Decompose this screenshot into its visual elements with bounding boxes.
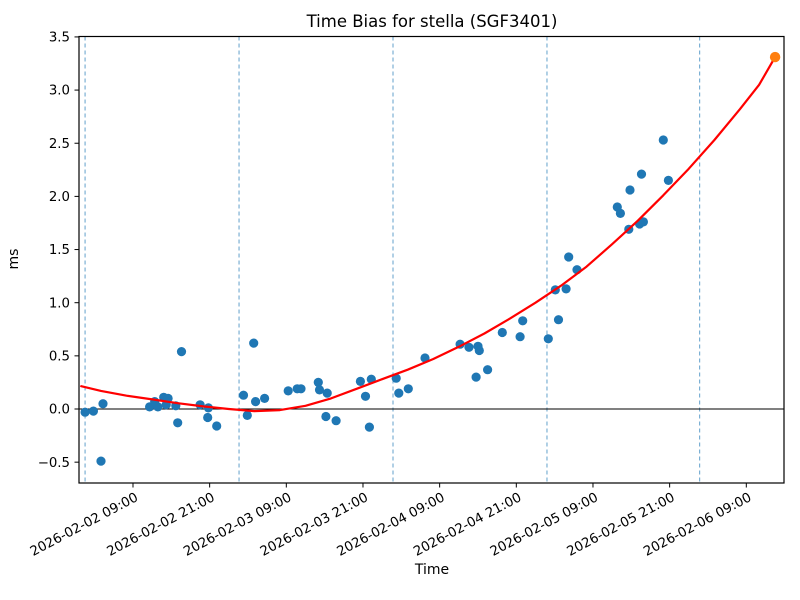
- scatter-point: [322, 388, 332, 398]
- scatter-point: [321, 411, 331, 422]
- scatter-point: [553, 315, 564, 325]
- scatter-point: [638, 217, 649, 227]
- y-tick-label: 1.0: [49, 296, 70, 311]
- scatter-point: [615, 208, 626, 218]
- scatter-point: [283, 386, 293, 396]
- scatter-point: [663, 175, 674, 185]
- scatter-point: [474, 345, 484, 356]
- scatter-point: [296, 384, 306, 394]
- scatter-point: [314, 385, 325, 395]
- scatter-point: [98, 399, 108, 409]
- scatter-point: [313, 377, 323, 387]
- scatter-point: [464, 342, 474, 352]
- scatter-point: [212, 421, 222, 431]
- axes-frame: [78, 35, 785, 484]
- scatter-point: [360, 391, 371, 401]
- scatter-point: [515, 332, 525, 342]
- scatter-point: [173, 418, 183, 428]
- scatter-point: [420, 353, 430, 363]
- y-tick-label: 3.0: [49, 84, 70, 99]
- extrapolated-point: [769, 51, 781, 63]
- y-axis-label: ms: [6, 248, 22, 270]
- scatter-point: [636, 169, 647, 179]
- scatter-point: [394, 388, 404, 398]
- scatter-point: [355, 376, 365, 386]
- scatter-point: [364, 422, 374, 432]
- scatter-point: [403, 384, 413, 394]
- y-tick-label: 3.5: [49, 31, 70, 46]
- scatter-point: [483, 365, 493, 375]
- scatter-point: [518, 316, 528, 326]
- y-tick-label: 0.0: [49, 403, 70, 418]
- y-tick-label: 1.5: [49, 243, 70, 258]
- scatter-point: [543, 334, 553, 344]
- chart-title: Time Bias for stella (SGF3401): [306, 12, 558, 31]
- scatter-point: [238, 390, 249, 400]
- scatter-point: [88, 406, 98, 416]
- fit-line: [80, 55, 777, 413]
- scatter-point: [497, 327, 507, 338]
- scatter-point: [564, 252, 574, 262]
- scatter-point: [658, 135, 668, 145]
- scatter-point: [176, 347, 187, 357]
- scatter-point: [96, 456, 106, 466]
- scatter-point: [153, 402, 163, 412]
- scatter-point: [80, 407, 90, 417]
- scatter-point: [251, 397, 261, 407]
- y-tick-label: 0.5: [49, 349, 70, 364]
- scatter-point: [249, 338, 259, 348]
- x-axis-label: Time: [414, 562, 450, 578]
- scatter-point: [331, 416, 341, 426]
- y-tick-label: −0.5: [38, 456, 70, 471]
- y-tick-label: 2.5: [49, 137, 70, 152]
- scatter-point: [203, 412, 213, 423]
- scatter-point: [471, 372, 481, 382]
- scatter-point: [625, 185, 635, 195]
- y-tick-label: 2.0: [49, 190, 70, 205]
- scatter-point: [242, 410, 252, 420]
- scatter-point: [561, 284, 571, 294]
- scatter-point: [260, 393, 270, 403]
